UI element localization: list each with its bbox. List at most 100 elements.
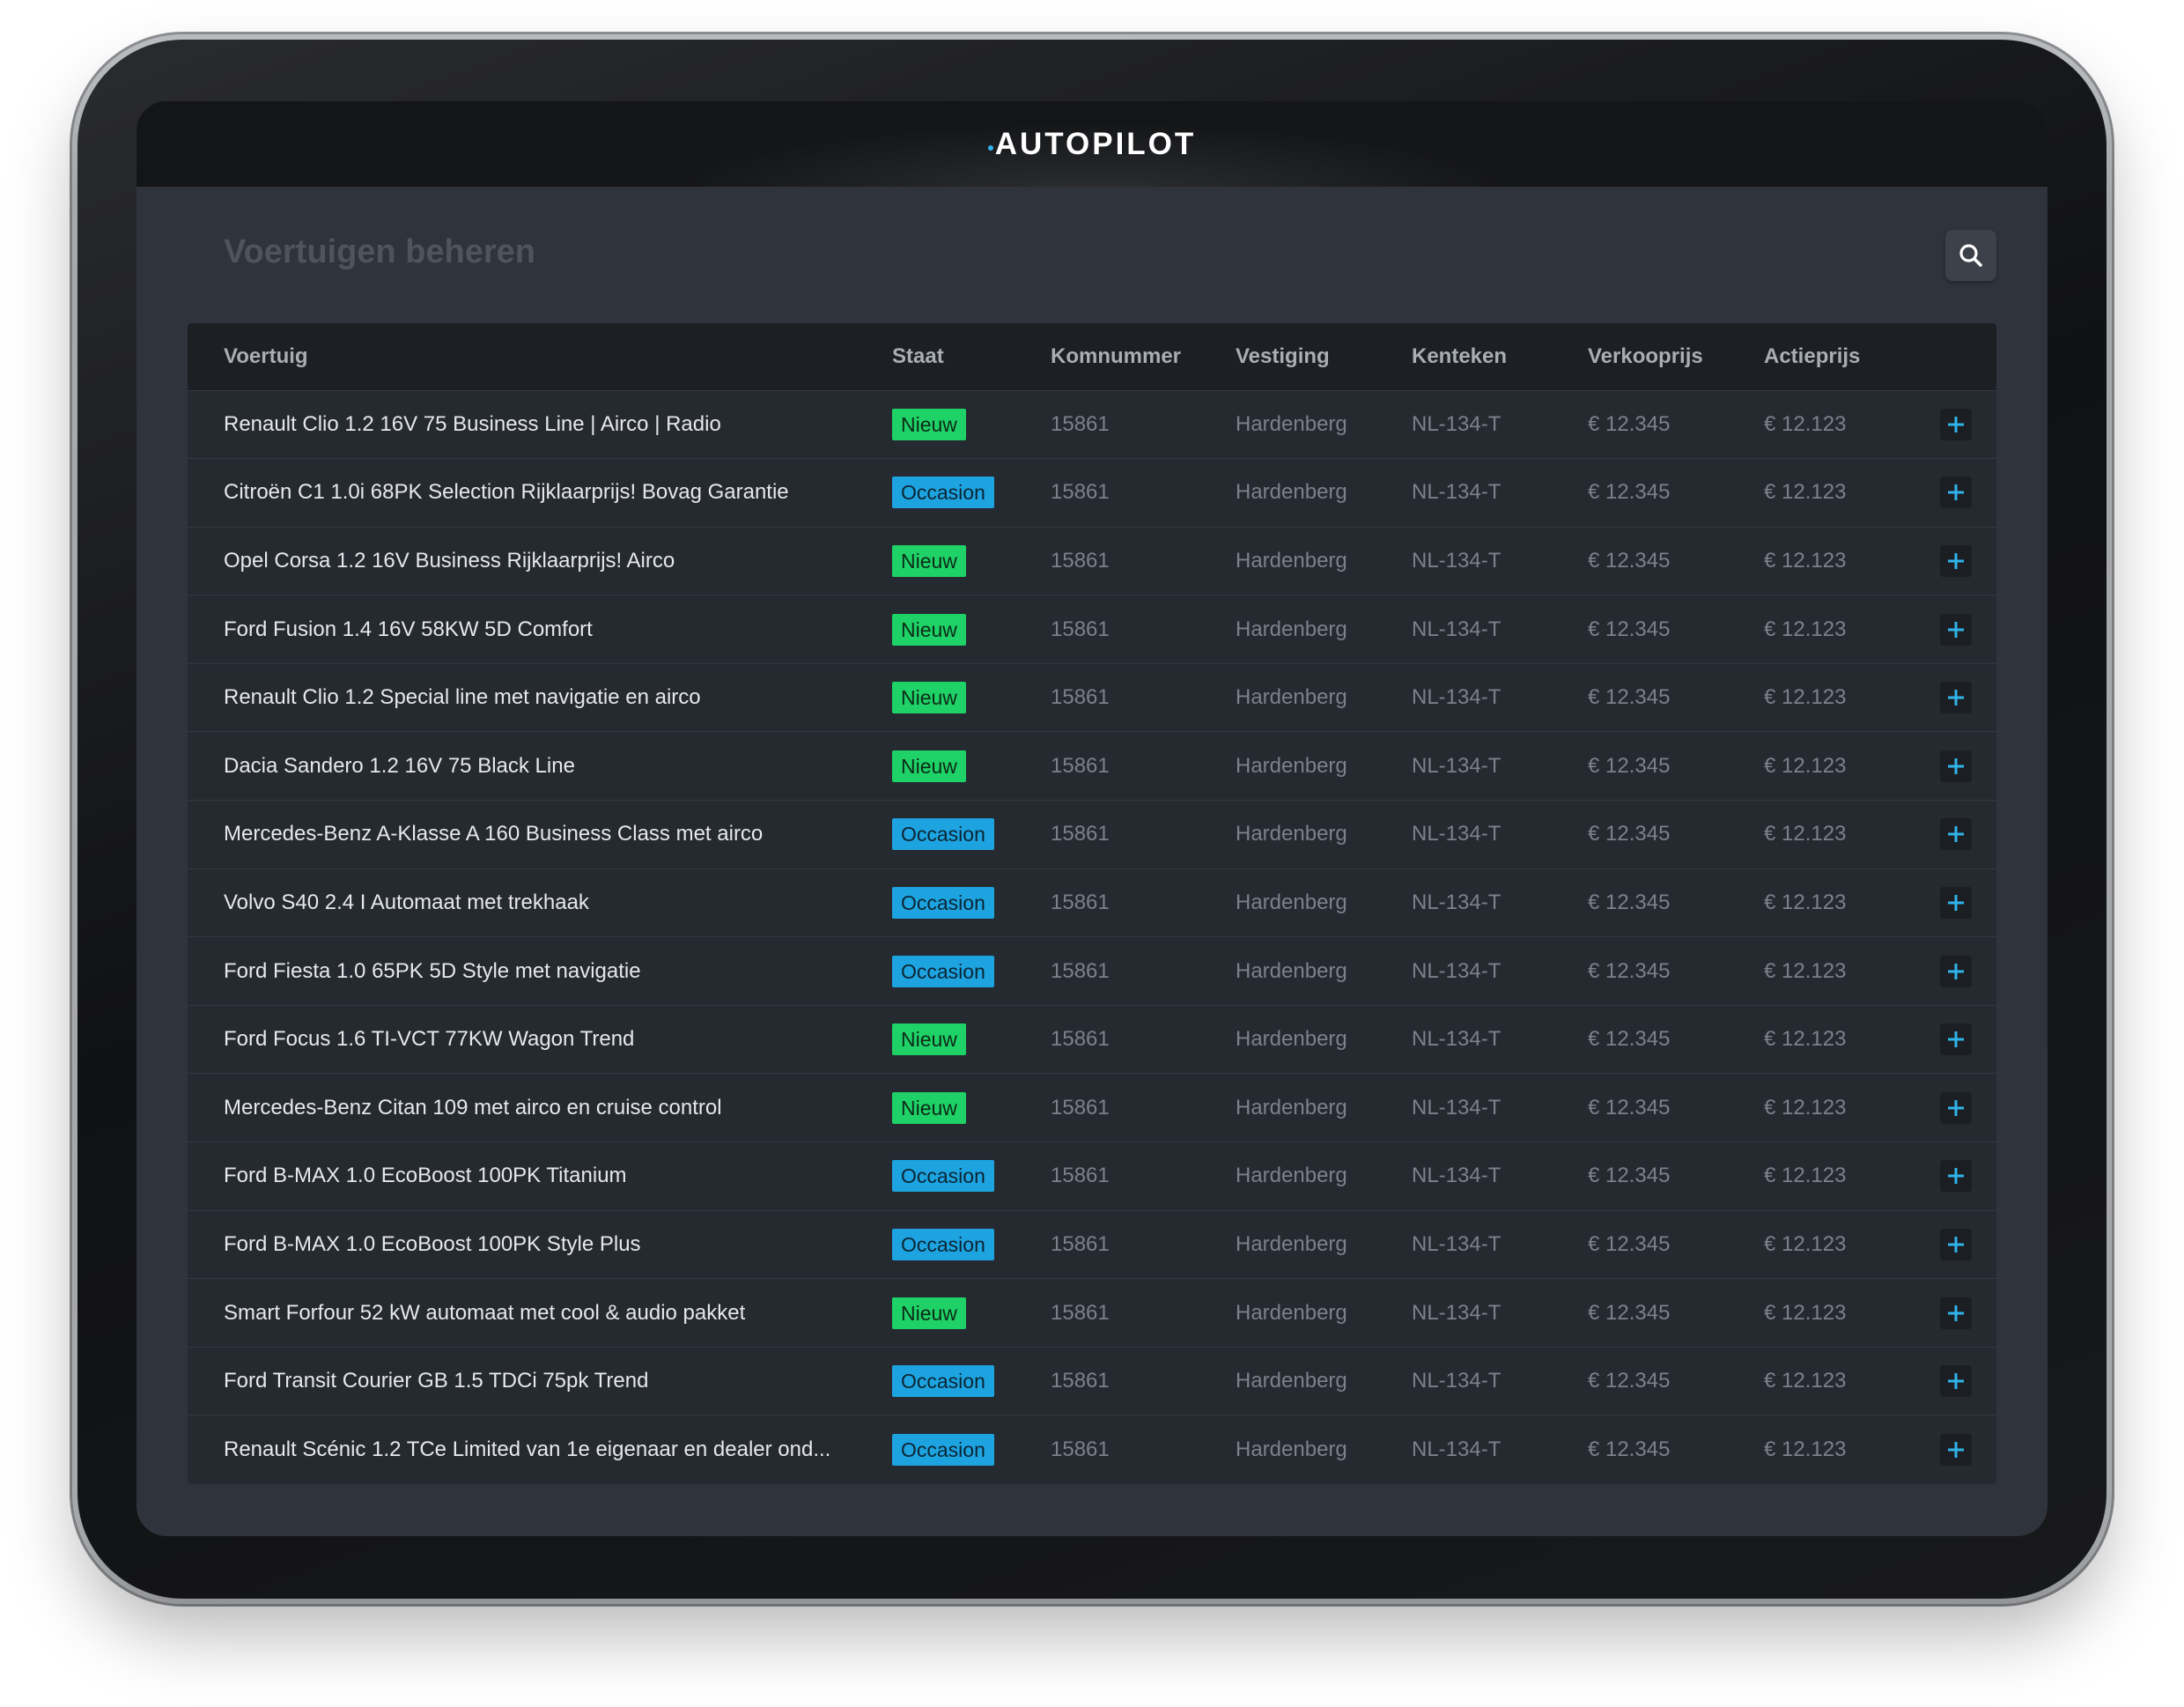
cell-promo-price: € 12.123 — [1764, 958, 1847, 983]
cell-actions — [1940, 1142, 1996, 1211]
cell-plate: NL-134-T — [1412, 548, 1502, 573]
cell-actions — [1940, 1074, 1996, 1142]
search-icon — [1959, 244, 1982, 267]
add-button[interactable] — [1940, 1228, 1972, 1260]
plus-icon — [1948, 1304, 1964, 1321]
state-badge: Nieuw — [892, 1091, 966, 1124]
cell-branch: Hardenberg — [1236, 822, 1347, 846]
cell-state: Nieuw — [892, 1005, 1051, 1074]
column-header-vehicle[interactable]: Voertuig — [224, 344, 308, 368]
add-button[interactable] — [1940, 1160, 1972, 1193]
column-header-promo-price[interactable]: Actieprijs — [1764, 344, 1861, 368]
cell-sale-price: € 12.345 — [1588, 1300, 1671, 1325]
plus-icon — [1948, 484, 1964, 501]
cell-stock-number: 15861 — [1051, 1095, 1110, 1120]
cell-branch: Hardenberg — [1236, 1437, 1347, 1461]
state-badge: Occasion — [892, 477, 994, 509]
table-row[interactable]: Mercedes-Benz A-Klasse A 160 Business Cl… — [188, 800, 1996, 869]
add-button[interactable] — [1940, 613, 1972, 646]
table-row[interactable]: Ford Transit Courier GB 1.5 TDCi 75pk Tr… — [188, 1347, 1996, 1415]
cell-branch: Hardenberg — [1236, 753, 1347, 778]
column-header-stock-number[interactable]: Komnummer — [1051, 344, 1182, 368]
cell-state: Occasion — [892, 1347, 1051, 1415]
page-title: Voertuigen beheren — [224, 233, 536, 270]
column-header-sale-price[interactable]: Verkooprijs — [1588, 344, 1703, 368]
cell-promo-price: € 12.123 — [1764, 1369, 1847, 1393]
state-badge: Nieuw — [892, 613, 966, 646]
plus-icon — [1948, 1236, 1964, 1253]
cell-state: Occasion — [892, 937, 1051, 1006]
table-row[interactable]: Renault Clio 1.2 16V 75 Business Line | … — [188, 390, 1996, 459]
cell-promo-price: € 12.123 — [1764, 685, 1847, 710]
add-button[interactable] — [1940, 1023, 1972, 1056]
add-button[interactable] — [1940, 955, 1972, 987]
column-header-state[interactable]: Staat — [892, 344, 944, 368]
plus-icon — [1948, 1099, 1964, 1116]
cell-actions — [1940, 595, 1996, 664]
cell-promo-price: € 12.123 — [1764, 548, 1847, 573]
table-row[interactable]: Ford Focus 1.6 TI-VCT 77KW Wagon Trend N… — [188, 1005, 1996, 1074]
cell-stock-number: 15861 — [1051, 753, 1110, 778]
cell-sale-price: € 12.345 — [1588, 480, 1671, 505]
cell-stock-number: 15861 — [1051, 411, 1110, 436]
cell-vehicle: Renault Clio 1.2 16V 75 Business Line | … — [224, 411, 721, 436]
cell-vehicle: Ford B-MAX 1.0 EcoBoost 100PK Titanium — [224, 1164, 627, 1188]
cell-state: Nieuw — [892, 732, 1051, 801]
cell-plate: NL-134-T — [1412, 1164, 1502, 1188]
add-button[interactable] — [1940, 1365, 1972, 1398]
cell-promo-price: € 12.123 — [1764, 1231, 1847, 1256]
table-row[interactable]: Opel Corsa 1.2 16V Business Rijklaarprij… — [188, 527, 1996, 595]
cell-actions — [1940, 732, 1996, 801]
cell-stock-number: 15861 — [1051, 1164, 1110, 1188]
cell-promo-price: € 12.123 — [1764, 617, 1847, 641]
table-row[interactable]: Ford Fusion 1.4 16V 58KW 5D Comfort Nieu… — [188, 595, 1996, 664]
table-row[interactable]: Renault Clio 1.2 Special line met naviga… — [188, 663, 1996, 732]
search-button[interactable] — [1945, 230, 1996, 281]
table-row[interactable]: Ford B-MAX 1.0 EcoBoost 100PK Titanium O… — [188, 1142, 1996, 1211]
add-button[interactable] — [1940, 1433, 1972, 1466]
add-button[interactable] — [1940, 477, 1972, 509]
table-row[interactable]: Volvo S40 2.4 I Automaat met trekhaak Oc… — [188, 868, 1996, 937]
cell-vehicle: Dacia Sandero 1.2 16V 75 Black Line — [224, 753, 575, 778]
state-badge: Nieuw — [892, 544, 966, 577]
cell-stock-number: 15861 — [1051, 890, 1110, 914]
cell-vehicle: Renault Clio 1.2 Special line met naviga… — [224, 685, 701, 710]
table-row[interactable]: Ford B-MAX 1.0 EcoBoost 100PK Style Plus… — [188, 1210, 1996, 1279]
add-button[interactable] — [1940, 750, 1972, 782]
add-button[interactable] — [1940, 408, 1972, 440]
cell-sale-price: € 12.345 — [1588, 1369, 1671, 1393]
add-button[interactable] — [1940, 1091, 1972, 1124]
cell-vehicle: Ford Fusion 1.4 16V 58KW 5D Comfort — [224, 617, 593, 641]
plus-icon — [1948, 757, 1964, 774]
add-button[interactable] — [1940, 818, 1972, 851]
add-button[interactable] — [1940, 1297, 1972, 1329]
cell-sale-price: € 12.345 — [1588, 685, 1671, 710]
vehicles-table: Voertuig Staat Komnummer Vestiging Kente… — [188, 323, 1996, 1484]
add-button[interactable] — [1940, 682, 1972, 714]
cell-vehicle: Ford Focus 1.6 TI-VCT 77KW Wagon Trend — [224, 1027, 635, 1052]
table-row[interactable]: Renault Scénic 1.2 TCe Limited van 1e ei… — [188, 1415, 1996, 1484]
cell-branch: Hardenberg — [1236, 958, 1347, 983]
cell-plate: NL-134-T — [1412, 1437, 1502, 1461]
column-header-plate[interactable]: Kenteken — [1412, 344, 1508, 368]
cell-vehicle: Citroën C1 1.0i 68PK Selection Rijklaarp… — [224, 480, 789, 505]
cell-vehicle: Ford Fiesta 1.0 65PK 5D Style met naviga… — [224, 958, 641, 983]
table-row[interactable]: Ford Fiesta 1.0 65PK 5D Style met naviga… — [188, 936, 1996, 1006]
cell-branch: Hardenberg — [1236, 1095, 1347, 1120]
cell-promo-price: € 12.123 — [1764, 411, 1847, 436]
table-row[interactable]: Citroën C1 1.0i 68PK Selection Rijklaarp… — [188, 458, 1996, 528]
cell-stock-number: 15861 — [1051, 1300, 1110, 1325]
cell-state: Nieuw — [892, 595, 1051, 664]
table-row[interactable]: Smart Forfour 52 kW automaat met cool & … — [188, 1278, 1996, 1348]
cell-state: Occasion — [892, 459, 1051, 528]
add-button[interactable] — [1940, 886, 1972, 919]
plus-icon — [1948, 963, 1964, 979]
table-row[interactable]: Dacia Sandero 1.2 16V 75 Black Line Nieu… — [188, 731, 1996, 801]
cell-actions — [1940, 1005, 1996, 1074]
add-button[interactable] — [1940, 544, 1972, 577]
cell-vehicle: Ford B-MAX 1.0 EcoBoost 100PK Style Plus — [224, 1231, 641, 1256]
table-row[interactable]: Mercedes-Benz Citan 109 met airco en cru… — [188, 1073, 1996, 1142]
column-header-branch[interactable]: Vestiging — [1236, 344, 1330, 368]
screen: AUTOPILOT Voertuigen beheren — [136, 101, 2048, 1536]
cell-state: Occasion — [892, 1415, 1051, 1484]
